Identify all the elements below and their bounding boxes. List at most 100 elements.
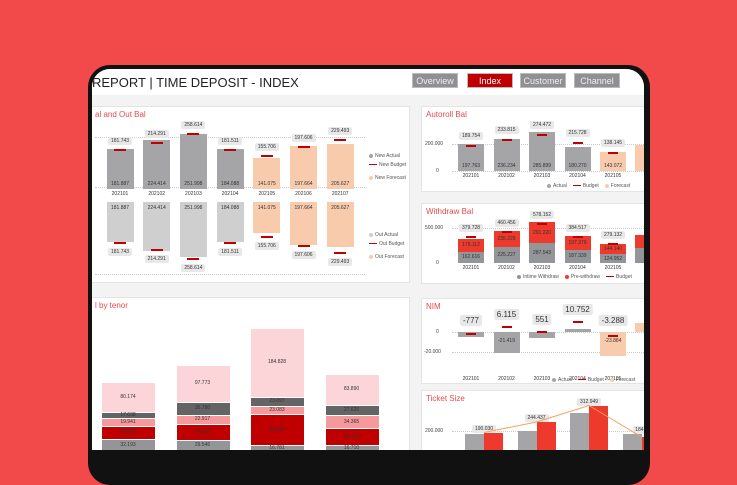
ticket-red-bar <box>589 405 608 450</box>
budget-label: 189.754 <box>458 132 484 141</box>
gridline <box>452 171 644 172</box>
period-label: 202101 <box>462 173 480 179</box>
tab-channel[interactable]: Channel <box>574 73 620 88</box>
new-budget-label: 181.511 <box>218 137 242 146</box>
tenor-value-label: 32.193 <box>120 441 136 448</box>
budget-label: 384.517 <box>565 224 590 233</box>
period-label: 202102 <box>498 173 515 179</box>
nim-bar <box>529 332 555 338</box>
period-label: 202102 <box>498 376 515 382</box>
legend-label: Budget <box>616 274 632 280</box>
tenor-segment <box>176 439 230 450</box>
out-budget-marker <box>187 258 200 261</box>
pre-withdraw-bar <box>493 230 520 248</box>
tenor-segment <box>176 423 230 440</box>
period-label: 202102 <box>148 191 166 197</box>
new-value-label: 197.664 <box>294 181 313 187</box>
value-label: 180.270 <box>568 163 587 169</box>
new-budget-label: 214.291 <box>144 130 169 139</box>
y-tick: 0 <box>436 168 439 174</box>
tenor-segment <box>102 438 155 450</box>
legend-label: Actual <box>553 183 567 189</box>
out-value-label: 205.627 <box>331 205 350 211</box>
budget-marker <box>537 222 547 225</box>
intime-bar <box>600 254 626 263</box>
budget-label: 10.752 <box>562 304 593 316</box>
tenor-segment <box>325 373 379 406</box>
tenor-segment <box>325 415 379 429</box>
intime-label: 187.339 <box>568 253 587 260</box>
budget-marker <box>501 139 512 142</box>
new-value-label: 141.075 <box>257 181 276 187</box>
tab-customer[interactable]: Customer <box>520 73 566 88</box>
pre-withdraw-label: 144.140 <box>603 246 623 253</box>
legend-label: Actual <box>558 377 572 383</box>
budget-label: 379.728 <box>458 224 484 233</box>
new-budget-label: 229.493 <box>328 126 353 135</box>
autoroll-bar <box>600 151 626 171</box>
budget-label: 6.115 <box>493 308 520 320</box>
ticket-trend-line <box>483 404 642 438</box>
pre-withdraw-label: 291.220 <box>532 229 552 236</box>
period-label: 202103 <box>533 376 551 382</box>
value-label: 285.899 <box>532 163 552 169</box>
legend-label: Forecast <box>615 377 636 383</box>
tenor-value-label: 16.781 <box>269 444 285 450</box>
pre-withdraw-label: 178.112 <box>462 242 480 249</box>
ticket-red-bar <box>536 422 556 450</box>
out-budget-label: 197.606 <box>291 251 316 260</box>
y-tick: 0 <box>436 329 439 335</box>
budget-label: -3.288 <box>598 315 628 326</box>
legend-label: Out Budget <box>379 241 405 247</box>
new-budget-label: 197.606 <box>291 133 316 142</box>
ticket-label: 244.437 <box>524 414 549 422</box>
budget-label: 578.152 <box>529 210 555 219</box>
new-bar <box>106 149 134 189</box>
tenor-segment <box>176 365 230 402</box>
intime-label: 225.227 <box>497 252 516 259</box>
tenor-segment <box>176 401 230 416</box>
legend-label: Pre-withdraw <box>570 274 601 280</box>
gridline <box>95 274 365 275</box>
tab-overview[interactable]: Overview <box>412 73 458 88</box>
legend-label: New Actual <box>375 153 401 159</box>
intime-label: 124.952 <box>603 255 623 262</box>
out-budget-marker <box>334 252 347 255</box>
budget-marker <box>572 236 583 239</box>
out-bar <box>106 202 134 242</box>
legend-dot-icon <box>369 153 373 158</box>
ticket-actual-bar <box>570 413 589 450</box>
value-label: 143.072 <box>603 163 623 169</box>
legend-label: Budget <box>587 377 604 383</box>
tenor-segment <box>325 428 379 445</box>
legend-label: Forecast <box>610 183 631 189</box>
budget-marker <box>572 141 583 144</box>
new-value-label: 181.887 <box>110 181 130 187</box>
legend-item: Out Actual <box>369 232 398 238</box>
ticket-size-panel: Ticket Size 200.000 190.030 244.437 312.949… <box>421 390 644 450</box>
tenor-value-label: 17.038 <box>120 412 136 419</box>
panel-title: Withdraw Bal <box>426 207 474 216</box>
tab-index[interactable]: Index <box>467 73 513 88</box>
legend-dot-icon <box>369 232 373 237</box>
new-bar <box>179 134 207 189</box>
out-budget-label: 214.291 <box>144 254 169 263</box>
new-budget-label: 181.743 <box>107 137 133 146</box>
budget-marker <box>608 243 618 246</box>
dashboard-screen: REPORT | TIME DEPOSIT - INDEX Overview I… <box>92 69 644 450</box>
pre-withdraw-label: 197.379 <box>568 239 587 246</box>
new-budget-marker <box>150 142 163 145</box>
budget-label: 551 <box>532 314 552 326</box>
out-value-label: 141.075 <box>257 205 276 211</box>
new-value-label: 224.414 <box>147 181 166 187</box>
value-label: 236.234 <box>497 163 516 169</box>
period-label: 202103 <box>533 173 551 179</box>
budget-marker <box>537 331 547 334</box>
out-value-label: 251.998 <box>184 205 203 211</box>
legend-dot-icon <box>609 377 614 382</box>
legend-line-icon <box>577 379 586 381</box>
tenor-value-label: 29.546 <box>194 442 211 449</box>
period-label: 202104 <box>221 191 239 197</box>
out-budget-marker <box>150 248 163 251</box>
period-label: 202106 <box>295 191 312 197</box>
